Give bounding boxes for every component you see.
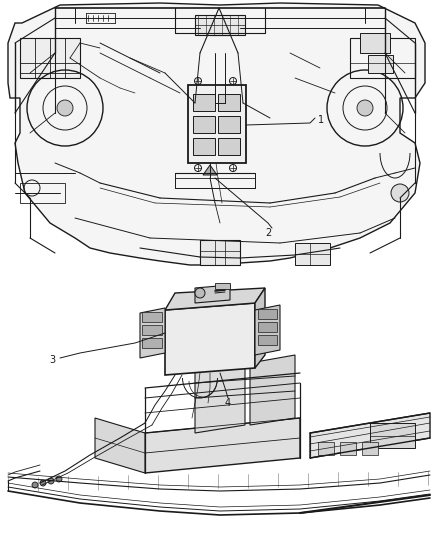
Bar xyxy=(193,116,215,133)
Polygon shape xyxy=(195,358,245,433)
Bar xyxy=(215,283,230,289)
Circle shape xyxy=(56,476,62,482)
Bar xyxy=(195,15,245,35)
Bar xyxy=(318,442,334,455)
Bar xyxy=(193,138,215,155)
Polygon shape xyxy=(145,418,300,473)
Bar xyxy=(340,442,356,455)
Circle shape xyxy=(195,288,205,298)
Text: 2: 2 xyxy=(265,228,271,238)
Polygon shape xyxy=(250,355,295,425)
Bar xyxy=(142,312,162,322)
Bar xyxy=(370,423,415,448)
Text: 4: 4 xyxy=(225,398,231,408)
Circle shape xyxy=(40,480,46,486)
Bar xyxy=(258,322,277,332)
Bar xyxy=(188,85,246,163)
Bar xyxy=(295,243,330,265)
Bar xyxy=(360,33,390,53)
Bar xyxy=(142,338,162,348)
Bar xyxy=(193,94,215,111)
Text: 1: 1 xyxy=(318,115,324,125)
Bar xyxy=(368,55,393,73)
Polygon shape xyxy=(195,285,230,303)
Bar xyxy=(362,442,378,455)
Polygon shape xyxy=(95,418,145,473)
Polygon shape xyxy=(8,3,425,265)
Bar xyxy=(20,38,80,78)
Polygon shape xyxy=(255,305,280,355)
Text: 3: 3 xyxy=(49,355,55,365)
Bar xyxy=(258,335,277,345)
Polygon shape xyxy=(203,165,217,175)
Polygon shape xyxy=(255,288,265,368)
Bar xyxy=(258,309,277,319)
Circle shape xyxy=(32,482,38,488)
Bar xyxy=(218,138,240,155)
Circle shape xyxy=(391,184,409,202)
Bar xyxy=(218,94,240,111)
Bar xyxy=(20,183,65,203)
Polygon shape xyxy=(310,413,430,458)
Polygon shape xyxy=(140,308,165,358)
Bar xyxy=(200,240,240,265)
Polygon shape xyxy=(165,303,255,375)
Circle shape xyxy=(357,100,373,116)
Bar xyxy=(142,325,162,335)
Polygon shape xyxy=(165,288,265,310)
Bar xyxy=(218,116,240,133)
Circle shape xyxy=(48,478,54,484)
Bar xyxy=(350,38,415,78)
Circle shape xyxy=(57,100,73,116)
